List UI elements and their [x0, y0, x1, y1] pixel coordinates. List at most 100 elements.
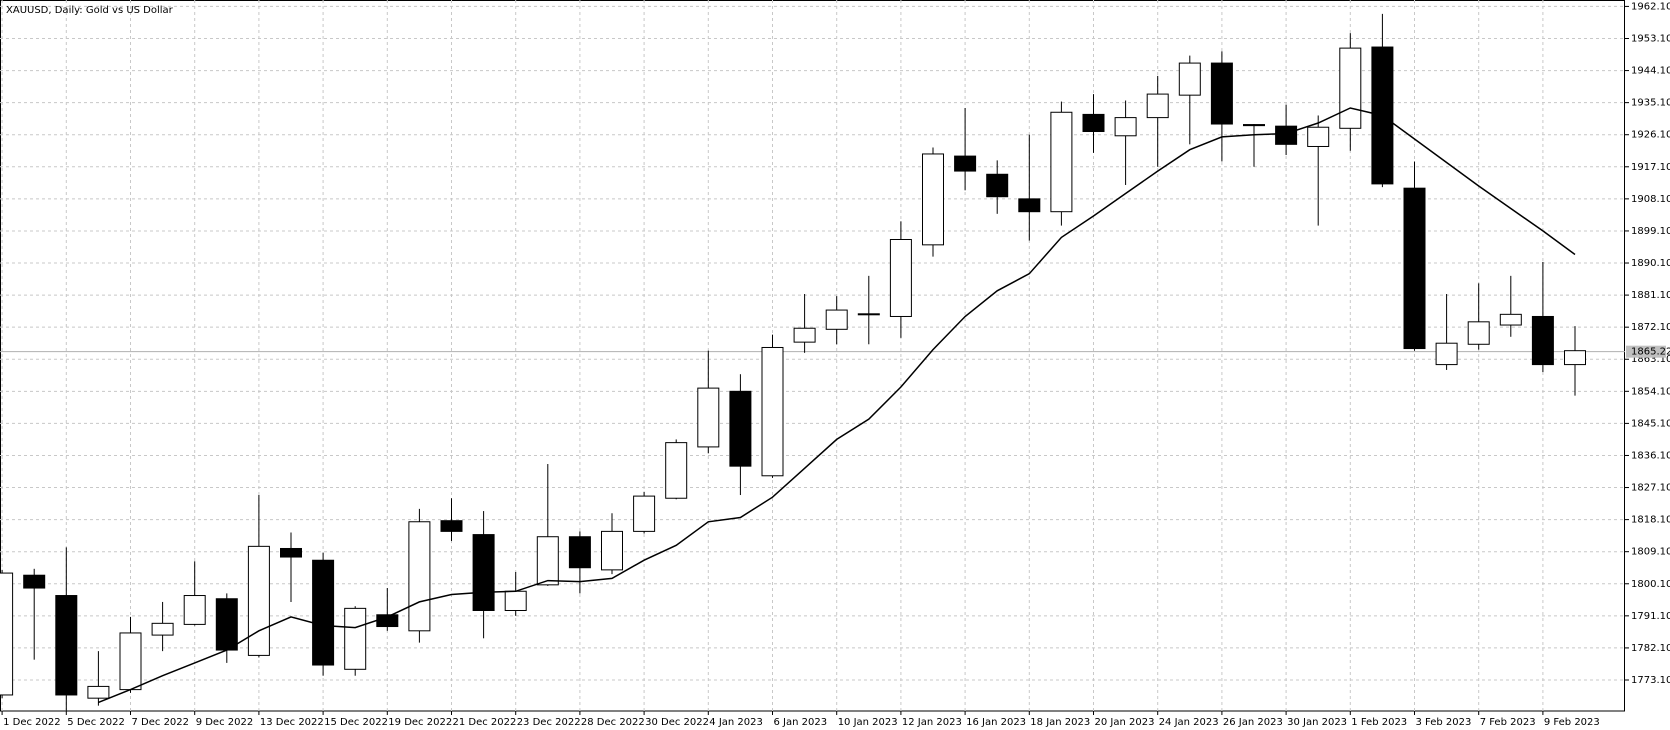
candle-body — [568, 536, 591, 569]
y-tick-label: 1953.10 — [1631, 33, 1670, 44]
candle-body — [55, 595, 78, 696]
y-tick-label: 1827.10 — [1631, 483, 1670, 494]
candle-body — [1307, 126, 1330, 147]
candle-body — [1114, 117, 1137, 137]
y-tick-label: 1809.10 — [1631, 547, 1670, 558]
x-tick-label: 7 Feb 2023 — [1480, 717, 1536, 728]
candle-body — [889, 238, 912, 317]
y-tick-label: 1917.10 — [1631, 162, 1670, 173]
candle-body — [536, 536, 559, 586]
candle-body — [1339, 47, 1362, 129]
x-tick-label: 9 Dec 2022 — [196, 717, 254, 728]
candle-body — [1178, 62, 1201, 96]
y-tick-label: 1791.10 — [1631, 611, 1670, 622]
x-tick-label: 5 Dec 2022 — [67, 717, 125, 728]
candle-body — [1018, 198, 1041, 213]
candle-body — [312, 559, 335, 666]
x-tick-label: 26 Jan 2023 — [1223, 717, 1283, 728]
y-tick-label: 1782.10 — [1631, 643, 1670, 654]
x-tick-label: 18 Jan 2023 — [1030, 717, 1090, 728]
x-tick-label: 12 Jan 2023 — [902, 717, 962, 728]
candle-body — [729, 390, 752, 467]
x-tick-label: 16 Jan 2023 — [966, 717, 1026, 728]
candle-body — [601, 530, 623, 571]
candle-body — [1243, 124, 1265, 127]
x-tick-label: 30 Dec 2022 — [645, 717, 709, 728]
y-tick-label: 1863.10 — [1631, 354, 1670, 365]
last-price-label: 1865.22 — [1631, 347, 1670, 358]
y-tick-label: 1944.10 — [1631, 66, 1670, 77]
x-tick-label: 3 Feb 2023 — [1416, 717, 1472, 728]
y-tick-label: 1773.10 — [1631, 675, 1670, 686]
candle-body — [793, 327, 816, 343]
x-tick-label: 13 Dec 2022 — [260, 717, 324, 728]
candle-body — [1467, 321, 1490, 345]
y-tick-label: 1872.10 — [1631, 322, 1670, 333]
y-tick-label: 1926.10 — [1631, 130, 1670, 141]
candle-body — [1210, 62, 1233, 125]
candle-body — [183, 595, 206, 625]
candle-body — [504, 590, 527, 611]
candle-body — [954, 155, 977, 172]
plot-area — [0, 13, 1625, 711]
candle-body — [922, 153, 944, 246]
candle-body — [119, 632, 142, 691]
candle-body — [761, 346, 784, 477]
candle-body — [87, 685, 110, 699]
x-tick-label: 23 Dec 2022 — [517, 717, 581, 728]
last-price-box — [1626, 345, 1666, 358]
candle-body — [215, 598, 238, 651]
x-tick-label: 19 Dec 2022 — [388, 717, 452, 728]
y-tick-label: 1818.10 — [1631, 515, 1670, 526]
candle-body — [23, 574, 46, 589]
candle-body — [151, 622, 174, 636]
y-tick-label: 1899.10 — [1631, 226, 1670, 237]
x-tick-label: 30 Jan 2023 — [1287, 717, 1347, 728]
x-tick-label: 28 Dec 2022 — [581, 717, 645, 728]
y-tick-label: 1881.10 — [1631, 290, 1670, 301]
x-tick-label: 10 Jan 2023 — [838, 717, 898, 728]
candle-body — [1564, 350, 1586, 366]
y-tick-label: 1962.10 — [1631, 1, 1670, 12]
candle-body — [0, 572, 14, 696]
candle-body — [472, 534, 495, 611]
y-tick-label: 1908.10 — [1631, 194, 1670, 205]
candle-body — [633, 495, 656, 532]
moving-average-line — [98, 107, 1576, 704]
x-tick-label: 21 Dec 2022 — [453, 717, 517, 728]
x-tick-label: 7 Dec 2022 — [132, 717, 190, 728]
candle-body — [1531, 315, 1554, 366]
candle-body — [1275, 125, 1298, 145]
x-tick-label: 24 Jan 2023 — [1159, 717, 1219, 728]
candle-body — [247, 545, 270, 656]
candle-body — [344, 607, 367, 670]
candle-body — [1403, 187, 1426, 350]
x-tick-label: 6 Jan 2023 — [774, 717, 828, 728]
x-tick-label: 4 Jan 2023 — [709, 717, 763, 728]
candle-body — [408, 521, 431, 632]
candle-body — [1050, 111, 1073, 213]
candle-body — [665, 442, 688, 499]
candle-body — [697, 387, 720, 448]
candle-body — [1499, 313, 1522, 326]
x-tick-label: 9 Feb 2023 — [1544, 717, 1600, 728]
x-tick-label: 1 Dec 2022 — [3, 717, 61, 728]
chart-title: XAUUSD, Daily: Gold vs US Dollar — [6, 5, 174, 16]
x-tick-label: 15 Dec 2022 — [324, 717, 388, 728]
candle-body — [1082, 113, 1105, 133]
candle-body — [825, 309, 848, 330]
x-tick-label: 20 Jan 2023 — [1095, 717, 1155, 728]
candle-body — [280, 547, 302, 558]
y-tick-label: 1890.10 — [1631, 258, 1670, 269]
candle-body — [1146, 93, 1169, 119]
candle-body — [440, 520, 463, 532]
candle-body — [857, 313, 880, 316]
y-tick-label: 1800.10 — [1631, 579, 1670, 590]
x-tick-label: 1 Feb 2023 — [1351, 717, 1407, 728]
y-tick-label: 1836.10 — [1631, 450, 1670, 461]
candle-body — [1435, 342, 1458, 366]
y-tick-label: 1845.10 — [1631, 418, 1670, 429]
